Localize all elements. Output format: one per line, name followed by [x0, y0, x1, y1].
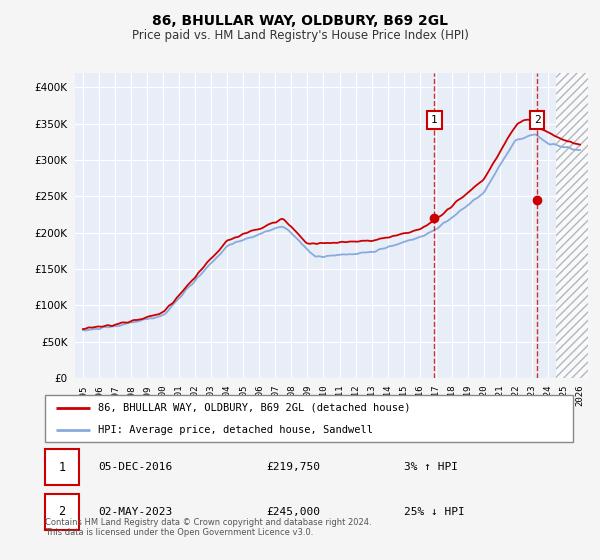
- Text: HPI: Average price, detached house, Sandwell: HPI: Average price, detached house, Sand…: [98, 424, 373, 435]
- Text: 02-MAY-2023: 02-MAY-2023: [98, 507, 172, 517]
- Text: £245,000: £245,000: [267, 507, 321, 517]
- Text: 2: 2: [59, 505, 66, 519]
- FancyBboxPatch shape: [45, 494, 79, 530]
- Text: 3% ↑ HPI: 3% ↑ HPI: [404, 462, 458, 472]
- Text: £219,750: £219,750: [267, 462, 321, 472]
- Text: 86, BHULLAR WAY, OLDBURY, B69 2GL: 86, BHULLAR WAY, OLDBURY, B69 2GL: [152, 14, 448, 28]
- Text: Price paid vs. HM Land Registry's House Price Index (HPI): Price paid vs. HM Land Registry's House …: [131, 29, 469, 42]
- Text: 25% ↓ HPI: 25% ↓ HPI: [404, 507, 465, 517]
- Text: 05-DEC-2016: 05-DEC-2016: [98, 462, 172, 472]
- Text: 1: 1: [431, 115, 438, 125]
- FancyBboxPatch shape: [45, 449, 79, 485]
- Text: 2: 2: [534, 115, 541, 125]
- Text: 1: 1: [59, 460, 66, 474]
- Bar: [556, 73, 588, 378]
- Text: Contains HM Land Registry data © Crown copyright and database right 2024.
This d: Contains HM Land Registry data © Crown c…: [45, 518, 371, 538]
- FancyBboxPatch shape: [45, 395, 573, 442]
- Text: 86, BHULLAR WAY, OLDBURY, B69 2GL (detached house): 86, BHULLAR WAY, OLDBURY, B69 2GL (detac…: [98, 403, 410, 413]
